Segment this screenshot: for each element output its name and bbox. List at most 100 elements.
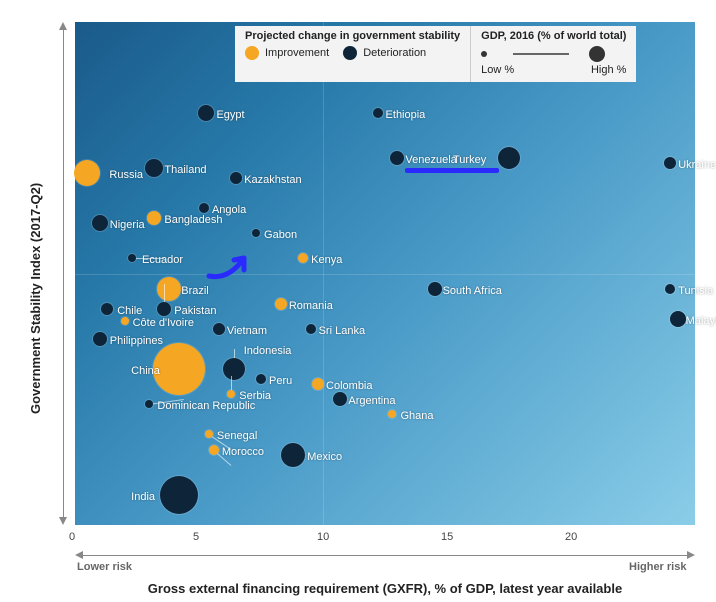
country-label: Kenya [311,254,342,266]
country-point [145,400,153,408]
legend: Projected change in government stability… [235,26,636,82]
country-label: Ghana [400,410,433,422]
country-label: Pakistan [174,305,216,317]
y-axis-arrow-up [59,22,67,30]
circle-small-icon [481,51,487,57]
country-point [670,311,686,327]
country-label: Ukraine [678,159,716,171]
country-label: Dominican Republic [157,400,255,412]
country-label: Ecuador [142,254,183,266]
legend-low-label: Low % [481,64,514,76]
legend-improvement: Improvement [245,46,329,60]
country-label: Senegal [217,430,257,442]
x-axis-arrow-right [687,551,695,559]
country-label: Indonesia [244,345,292,357]
country-label: South Africa [443,285,502,297]
x-axis-line [81,555,689,556]
country-label: Romania [289,300,333,312]
country-label: Egypt [216,109,244,121]
legend-stability: Projected change in government stability… [235,26,470,82]
quadrant-line-horizontal [75,274,695,275]
country-label: Gabon [264,229,297,241]
x-axis-label-high: Higher risk [629,561,686,573]
country-point [312,378,324,390]
country-point [388,410,396,418]
country-label: Ethiopia [386,109,426,121]
annotation-arrow [204,246,264,286]
country-point [428,282,442,296]
country-point [275,298,287,310]
legend-gdp: GDP, 2016 (% of world total) Low % High … [470,26,636,82]
legend-deterioration: Deterioration [343,46,426,60]
country-label: Morocco [222,446,264,458]
country-point [223,358,245,380]
country-label: Nigeria [110,219,145,231]
country-point [665,284,675,294]
country-label: Côte d'Ivoire [133,317,194,329]
legend-stability-title: Projected change in government stability [245,30,460,42]
country-label: Venezuela [405,154,456,166]
country-point [298,253,308,263]
country-point [209,445,219,455]
country-point [664,157,676,169]
x-axis-label-low: Lower risk [77,561,132,573]
y-axis-arrow-down [59,517,67,525]
country-point [227,390,235,398]
country-label: Mexico [307,451,342,463]
x-axis-arrow-left [75,551,83,559]
country-point [498,147,520,169]
y-axis-line [63,28,64,519]
country-point [145,159,163,177]
country-label: Argentina [348,395,395,407]
country-point [74,160,100,186]
country-label: India [131,491,155,503]
country-point [213,323,225,335]
country-label: Kazakhstan [244,174,301,186]
legend-gdp-title: GDP, 2016 (% of world total) [481,30,626,42]
country-point [101,303,113,315]
country-point [128,254,136,262]
country-label: Colombia [326,380,372,392]
x-axis-title: Gross external financing requirement (GX… [75,581,695,596]
country-label: Peru [269,375,292,387]
circle-icon [245,46,259,60]
annotation-underline [453,168,499,173]
country-label: Russia [109,169,143,181]
country-point [121,317,129,325]
country-point [147,211,161,225]
country-label: Philippines [110,335,163,347]
country-point [390,151,404,165]
country-point [198,105,214,121]
x-tick-label: 0 [69,531,75,543]
y-axis-title: Government Stability Index (2017-Q2) [28,183,43,414]
country-label: Turkey [453,154,486,166]
legend-deterioration-label: Deterioration [363,47,426,59]
legend-high-label: High % [591,64,626,76]
country-label: China [131,365,160,377]
country-point [157,277,181,301]
country-label: Sri Lanka [319,325,365,337]
country-point [252,229,260,237]
country-point [157,302,171,316]
country-point [256,374,266,384]
country-point [281,443,305,467]
x-tick-label: 15 [441,531,453,543]
country-point [205,430,213,438]
country-point [230,172,242,184]
plot-area: Russia Thailand Egypt Kazakhstan Ethiopia Ven… [75,22,695,525]
country-point [199,203,209,213]
country-point [93,332,107,346]
x-tick-label: 20 [565,531,577,543]
country-point [92,215,108,231]
country-point [153,343,205,395]
country-label: Thailand [164,164,206,176]
country-label: Angola [212,204,246,216]
country-label: Vietnam [227,325,267,337]
country-point [373,108,383,118]
country-label: Brazil [181,285,209,297]
x-tick-label: 10 [317,531,329,543]
legend-improvement-label: Improvement [265,47,329,59]
country-label: Malaysia [686,315,716,327]
country-label: Chile [117,305,142,317]
x-tick-label: 5 [193,531,199,543]
